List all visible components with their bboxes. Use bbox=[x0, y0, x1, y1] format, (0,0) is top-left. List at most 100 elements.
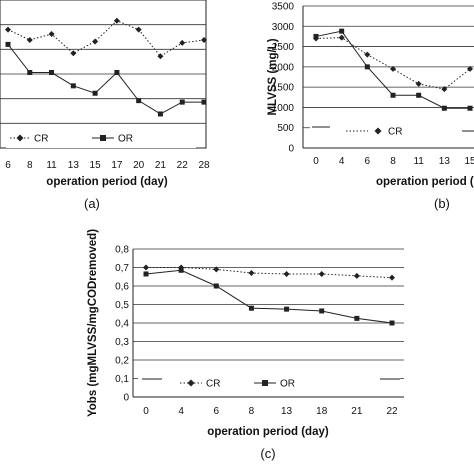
panel-c-label: (c) bbox=[260, 446, 275, 461]
panel-c-x-tick-label: 8 bbox=[249, 406, 255, 417]
panel-c-cr-point bbox=[283, 270, 290, 277]
panel-b-markers bbox=[313, 28, 473, 111]
panel-b-x-tick-label: 6 bbox=[365, 156, 371, 167]
panel-b-cr-point bbox=[338, 34, 345, 41]
panel-c-or-point bbox=[248, 305, 254, 311]
panel-a-x-tick-label: 11 bbox=[46, 160, 57, 171]
panel-c-x-tick-labels: 0 4 6 8 13 18 21 22 bbox=[143, 406, 398, 417]
panel-c-series-cr-line bbox=[146, 267, 393, 279]
panel-c-x-axis-label: operation period (day) bbox=[207, 426, 329, 438]
panel-c-cr-point bbox=[143, 264, 149, 271]
panel-b-x-tick-label: 8 bbox=[390, 156, 396, 167]
panel-c-or-point bbox=[389, 320, 395, 326]
panel-a-cr-point bbox=[26, 36, 33, 43]
panel-c-y-tick-label: 0,3 bbox=[115, 337, 129, 348]
legend-or-marker bbox=[100, 135, 106, 141]
panel-c-gridlines bbox=[133, 248, 404, 379]
panel-c-series-lines bbox=[145, 267, 393, 324]
panel-a-or-point bbox=[5, 41, 11, 47]
panel-c-y-tick-label: 0,8 bbox=[115, 245, 129, 256]
panel-c-y-tick-label: 0,4 bbox=[115, 319, 129, 330]
panel-b-legend-cr-marker bbox=[374, 127, 382, 135]
panel-b-or-point bbox=[364, 64, 370, 70]
panel-b-y-tick-label: 1500 bbox=[272, 83, 295, 94]
panel-c-cr-point bbox=[353, 272, 360, 279]
panel-b-x-tick-label: 4 bbox=[339, 156, 345, 167]
panel-a-gridlines bbox=[0, 0, 206, 124]
panel-b-or-point bbox=[390, 92, 396, 98]
panel-b-or-point bbox=[339, 28, 345, 34]
panel-a-x-tick-label: 15 bbox=[90, 160, 102, 171]
panel-c-cr-point bbox=[318, 270, 325, 277]
panel-a-x-axis-label: operation period (day) bbox=[46, 176, 168, 188]
panel-b-legend: CR bbox=[310, 120, 474, 138]
panel-a-or-point bbox=[201, 99, 207, 105]
chart-panel-c: 0 0,1 0,2 0,3 0,4 0,5 0,6 0,7 0,8 0 4 6 8 13 18 21 22 C… bbox=[87, 229, 404, 461]
panel-a-or-point bbox=[27, 70, 33, 76]
panel-a-x-tick-label: 8 bbox=[27, 160, 33, 171]
panel-b-y-tick-labels: 0 500 1000 1500 2000 2500 3000 3500 bbox=[272, 2, 295, 155]
panel-b-cr-point bbox=[364, 51, 371, 58]
panel-a-series-lines bbox=[7, 20, 205, 115]
panel-c-x-tick-label: 6 bbox=[214, 406, 220, 417]
panel-c-x-tick-label: 22 bbox=[386, 406, 398, 417]
panel-a-x-tick-label: 17 bbox=[111, 160, 123, 171]
panel-c-y-tick-label: 0,2 bbox=[115, 356, 129, 367]
panel-b-x-tick-label: 0 bbox=[313, 156, 319, 167]
panel-b-legend-cr-label: CR bbox=[388, 127, 402, 138]
panel-c-x-tick-label: 4 bbox=[178, 406, 184, 417]
panel-c-x-tick-label: 18 bbox=[316, 406, 328, 417]
panel-b-cr-point bbox=[390, 65, 396, 72]
panel-c-y-tick-label: 0 bbox=[123, 393, 129, 404]
panel-a-cr-point bbox=[179, 39, 186, 46]
panel-c-markers bbox=[143, 264, 395, 326]
panel-b-or-point bbox=[313, 33, 319, 39]
panel-b-x-tick-label: 11 bbox=[413, 156, 424, 167]
panel-b-x-tick-labels: 0 4 6 8 11 13 15 bbox=[313, 156, 474, 167]
panel-c-or-point bbox=[178, 267, 184, 273]
panel-c-y-tick-label: 0,7 bbox=[115, 263, 129, 274]
panel-b-series-cr-line bbox=[315, 37, 471, 90]
panel-a-x-tick-label: 13 bbox=[68, 160, 80, 171]
panel-c-cr-point bbox=[389, 274, 395, 281]
panel-a-or-point bbox=[70, 83, 76, 89]
panel-c-x-tick-label: 13 bbox=[281, 406, 293, 417]
panel-b-y-tick-label: 2000 bbox=[272, 62, 295, 73]
panel-a-series-cr-line bbox=[7, 20, 205, 57]
panel-b-y-tick-label: 500 bbox=[277, 123, 294, 134]
panel-c-y-tick-label: 0,6 bbox=[115, 282, 129, 293]
panel-b-label: (b) bbox=[434, 196, 450, 211]
panel-b-y-tick-label: 2500 bbox=[272, 42, 295, 53]
panel-b-x-axis-label: operation period (day) bbox=[376, 176, 474, 188]
panel-b-cr-point bbox=[467, 65, 473, 72]
panel-b-x-tick-label: 13 bbox=[439, 156, 451, 167]
legend-cr-label: CR bbox=[34, 134, 48, 145]
panel-a-x-tick-label: 22 bbox=[177, 160, 189, 171]
panel-c-y-tick-label: 0,1 bbox=[115, 374, 129, 385]
panel-a-label: (a) bbox=[84, 196, 100, 211]
panel-a-x-tick-label: 28 bbox=[198, 160, 210, 171]
panel-b-cr-point bbox=[415, 80, 422, 87]
panel-c-x-tick-label: 0 bbox=[143, 406, 149, 417]
panel-b-y-tick-label: 0 bbox=[288, 144, 294, 155]
panel-a-cr-point bbox=[70, 50, 77, 57]
panel-a-or-point bbox=[92, 90, 98, 96]
panel-c-or-point bbox=[319, 308, 325, 314]
legend-or-label: OR bbox=[118, 134, 133, 145]
panel-b-cr-point bbox=[441, 86, 448, 93]
panel-a-or-point bbox=[157, 111, 163, 117]
panel-c-legend-or-marker bbox=[262, 380, 268, 386]
panel-a-x-tick-label: 20 bbox=[133, 160, 145, 171]
panel-a-or-point bbox=[49, 70, 55, 76]
panel-c-y-tick-label: 0,5 bbox=[115, 300, 129, 311]
panel-c-legend-or-label: OR bbox=[280, 379, 295, 390]
panel-a-x-tick-label: 6 bbox=[5, 160, 11, 171]
panel-c-or-point bbox=[284, 306, 290, 312]
panel-a-cr-point bbox=[92, 38, 99, 45]
chart-panel-a: 6 8 11 13 15 17 20 21 22 28 CR OR operation perio… bbox=[0, 0, 210, 211]
panel-a-cr-point bbox=[135, 26, 142, 33]
panel-b-y-tick-label: 3000 bbox=[272, 22, 295, 33]
panel-b-x-tick-label: 15 bbox=[464, 156, 474, 167]
